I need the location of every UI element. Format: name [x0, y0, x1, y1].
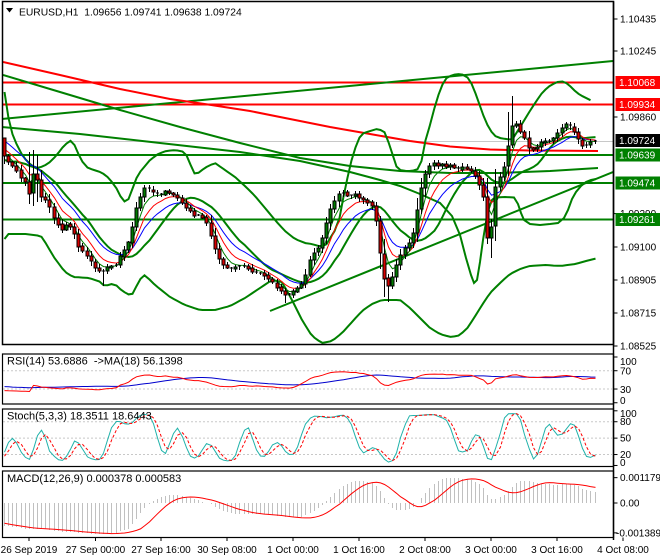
svg-text:1.09474: 1.09474: [619, 179, 656, 190]
svg-text:100: 100: [620, 409, 637, 420]
svg-text:1.09860: 1.09860: [620, 113, 657, 124]
svg-text:30 Sep 08:00: 30 Sep 08:00: [197, 545, 257, 556]
svg-text:26 Sep 2019: 26 Sep 2019: [1, 545, 58, 556]
svg-text:1.09724: 1.09724: [619, 136, 656, 147]
svg-text:1.08715: 1.08715: [620, 309, 657, 320]
svg-text:1.08525: 1.08525: [620, 342, 657, 353]
svg-text:80: 80: [620, 417, 632, 428]
svg-text:1 Oct 00:00: 1 Oct 00:00: [267, 545, 319, 556]
svg-text:2 Oct 08:00: 2 Oct 08:00: [399, 545, 451, 556]
svg-text:20: 20: [620, 450, 632, 461]
svg-text:1.09100: 1.09100: [620, 243, 657, 254]
svg-text:27 Sep 16:00: 27 Sep 16:00: [131, 545, 191, 556]
svg-text:0: 0: [620, 458, 626, 469]
svg-text:MACD(12,26,9) 0.000378 0.00058: MACD(12,26,9) 0.000378 0.000583: [7, 473, 181, 485]
svg-text:1.10435: 1.10435: [620, 15, 657, 26]
svg-text:0: 0: [620, 396, 626, 407]
svg-text:EURUSD,H1 1.09656 1.09741 1.0: EURUSD,H1 1.09656 1.09741 1.09638 1.0972…: [19, 8, 242, 19]
svg-text:Stoch(5,3,3) 18.3511 18.6443: Stoch(5,3,3) 18.3511 18.6443: [7, 411, 152, 423]
svg-text:3 Oct 16:00: 3 Oct 16:00: [531, 545, 583, 556]
svg-text:3 Oct 00:00: 3 Oct 00:00: [465, 545, 517, 556]
svg-text:1.09934: 1.09934: [619, 100, 656, 111]
svg-text:-0.001389: -0.001389: [616, 528, 660, 539]
svg-text:1.08905: 1.08905: [620, 276, 657, 287]
svg-text:1 Oct 16:00: 1 Oct 16:00: [333, 545, 385, 556]
svg-text:100: 100: [620, 357, 637, 368]
svg-text:1.10068: 1.10068: [619, 78, 656, 89]
svg-text:RSI(14) 53.6886 ->MA(18) 56.1: RSI(14) 53.6886 ->MA(18) 56.1398: [7, 356, 183, 368]
svg-text:30: 30: [620, 385, 632, 396]
svg-text:27 Sep 00:00: 27 Sep 00:00: [66, 545, 126, 556]
svg-text:0.001179: 0.001179: [620, 473, 660, 484]
svg-text:1.09261: 1.09261: [619, 215, 656, 226]
svg-text:70: 70: [620, 367, 632, 378]
svg-text:1.09639: 1.09639: [619, 151, 656, 162]
svg-text:50: 50: [620, 434, 632, 445]
svg-text:1.10245: 1.10245: [620, 47, 657, 58]
svg-text:4 Oct 08:00: 4 Oct 08:00: [597, 545, 649, 556]
svg-text:0.00: 0.00: [620, 499, 640, 510]
